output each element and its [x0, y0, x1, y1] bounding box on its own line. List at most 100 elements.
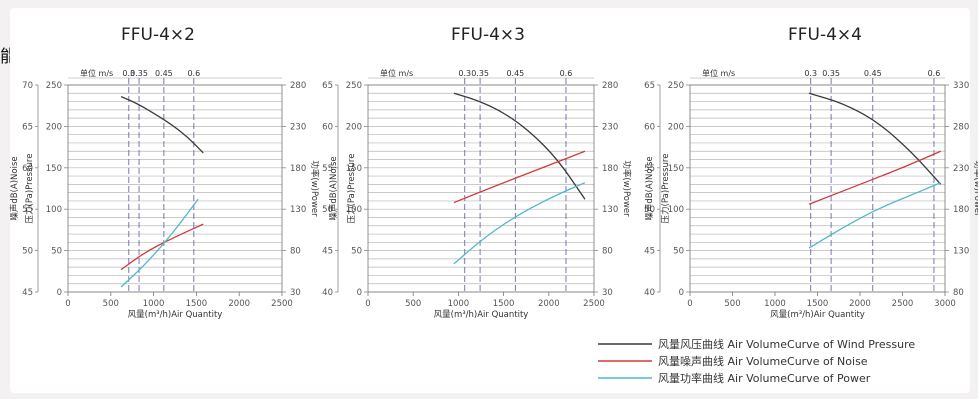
noise-tick-label: 50: [644, 205, 655, 215]
pressure-tick-label: 250: [46, 81, 62, 91]
noise-tick-label: 55: [322, 164, 333, 174]
pressure-tick-label: 50: [673, 247, 684, 257]
velocity-label: 0.6: [560, 69, 573, 78]
x-tick-label: 500: [103, 299, 119, 309]
noise-axis-label: 噪声dB(A)Noise: [328, 156, 339, 220]
pressure-tick-label: 150: [46, 164, 62, 174]
noise-tick-label: 45: [22, 288, 33, 298]
noise-tick-label: 55: [644, 164, 655, 174]
power-tick-label: 280: [953, 122, 969, 132]
legend-label: 风量噪声曲线 Air VolumeCurve of Noise: [658, 354, 868, 368]
power-tick-label: 330: [953, 81, 969, 91]
series-line-noise: [808, 150, 942, 205]
x-tick-label: 1500: [493, 299, 515, 309]
power-tick-label: 230: [290, 122, 306, 132]
x-tick-label: 2000: [538, 299, 560, 309]
noise-axis-label: 噪声dB(A)Noise: [644, 156, 655, 220]
chart-title: FFU-4×3: [451, 25, 525, 45]
velocity-label: 0.35: [130, 69, 148, 78]
pressure-tick-label: 200: [668, 122, 684, 132]
power-tick-label: 30: [602, 288, 613, 298]
series-line-pressure: [808, 92, 942, 185]
power-tick-label: 180: [290, 164, 306, 174]
velocity-label: 0.6: [928, 69, 941, 78]
series-line-noise: [120, 223, 204, 271]
x-tick-label: 1000: [448, 299, 470, 309]
power-tick-label: 80: [953, 288, 964, 298]
legend-label: 风量功率曲线 Air VolumeCurve of Power: [658, 371, 871, 385]
velocity-label: 0.45: [155, 69, 173, 78]
pressure-tick-label: 0: [57, 288, 62, 298]
noise-tick-label: 60: [22, 164, 33, 174]
pressure-tick-label: 100: [346, 205, 362, 215]
x-tick-label: 1000: [764, 299, 786, 309]
pressure-tick-label: 200: [46, 122, 62, 132]
power-axis-label: 功率(w)Power: [309, 160, 320, 217]
noise-tick-label: 45: [644, 247, 655, 257]
noise-tick-label: 40: [322, 288, 333, 298]
noise-tick-label: 55: [22, 205, 33, 215]
pressure-tick-label: 150: [346, 164, 362, 174]
noise-tick-label: 65: [644, 81, 655, 91]
velocity-unit-label: 单位 m/s: [702, 68, 735, 78]
power-tick-label: 130: [602, 205, 618, 215]
pressure-axis-label: 压力(Pa)Pressure: [660, 154, 671, 224]
noise-tick-label: 65: [22, 122, 33, 132]
velocity-label: 0.6: [187, 69, 200, 78]
pressure-tick-label: 0: [357, 288, 362, 298]
pressure-tick-label: 0: [679, 288, 684, 298]
power-tick-label: 80: [602, 247, 613, 257]
velocity-label: 0.3: [458, 69, 471, 78]
legend-label: 风量风压曲线 Air VolumeCurve of Wind Pressure: [658, 337, 915, 351]
pressure-tick-label: 50: [351, 247, 362, 257]
power-tick-label: 180: [953, 205, 969, 215]
chart-title: FFU-4×2: [121, 25, 195, 45]
x-tick-label: 3000: [934, 299, 956, 309]
x-axis-label: 风量(m³/h)Air Quantity: [434, 310, 529, 320]
series-line-power: [808, 182, 942, 249]
power-tick-label: 130: [290, 205, 306, 215]
noise-tick-label: 65: [322, 81, 333, 91]
x-tick-label: 1500: [186, 299, 208, 309]
pressure-tick-label: 200: [346, 122, 362, 132]
noise-tick-label: 45: [322, 247, 333, 257]
power-tick-label: 180: [602, 164, 618, 174]
series-line-power: [453, 182, 586, 265]
x-tick-label: 500: [405, 299, 421, 309]
chart-title: FFU-4×4: [788, 25, 862, 45]
x-tick-label: 0: [65, 299, 70, 309]
pressure-tick-label: 250: [668, 81, 684, 91]
noise-tick-label: 60: [644, 122, 655, 132]
power-axis-label: 功率(w)Power: [972, 160, 978, 217]
x-tick-label: 2500: [271, 299, 293, 309]
noise-tick-label: 40: [644, 288, 655, 298]
power-tick-label: 130: [953, 247, 969, 257]
power-tick-label: 80: [290, 247, 301, 257]
velocity-label: 0.45: [864, 69, 882, 78]
x-tick-label: 0: [687, 299, 692, 309]
power-tick-label: 30: [290, 288, 301, 298]
legend: 风量风压曲线 Air VolumeCurve of Wind Pressure 风…: [598, 337, 915, 385]
chart-2: FFU-4×30.3 0.35 0.45 0.6单位 m/s0 500 1000 1500 2…: [322, 25, 632, 320]
velocity-unit-label: 单位 m/s: [380, 68, 413, 78]
velocity-label: 0.3: [122, 69, 135, 78]
panel-background: [10, 8, 970, 393]
series-line-noise: [453, 150, 586, 204]
velocity-label: 0.35: [822, 69, 840, 78]
noise-axis-label: 噪声dB(A)Noise: [9, 156, 20, 220]
x-tick-label: 2500: [892, 299, 914, 309]
pressure-tick-label: 50: [51, 247, 62, 257]
series-line-pressure: [453, 92, 586, 200]
power-axis-label: 功率(w)Power: [621, 160, 632, 217]
chart-1: FFU-4×20.30.35 0.45 0.6单位 m/s0 500 1000 1500 2…: [9, 25, 320, 320]
x-tick-label: 0: [365, 299, 370, 309]
pressure-tick-label: 100: [668, 205, 684, 215]
pressure-tick-label: 100: [46, 205, 62, 215]
x-tick-label: 500: [724, 299, 740, 309]
plot-frame: [67, 84, 283, 293]
plot-frame: [367, 84, 595, 293]
power-tick-label: 230: [602, 122, 618, 132]
velocity-label: 0.3: [804, 69, 817, 78]
